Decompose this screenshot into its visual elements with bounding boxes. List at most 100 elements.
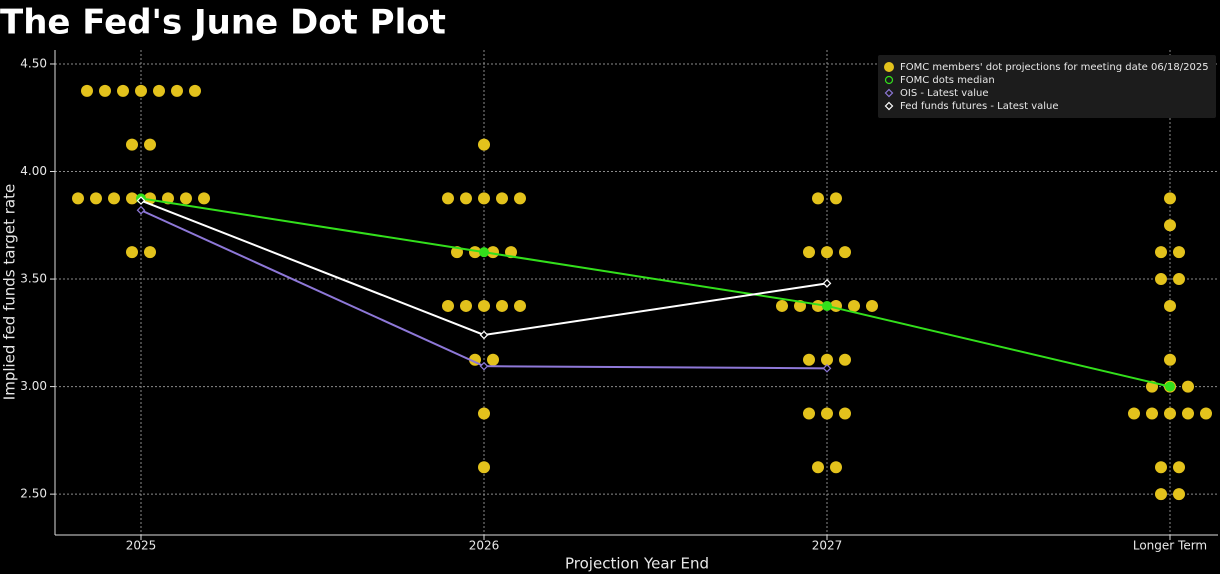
dot — [1164, 192, 1176, 205]
dot — [1200, 407, 1212, 420]
legend-label: FOMC members' dot projections for meetin… — [900, 62, 1209, 73]
legend-icon — [884, 101, 894, 111]
dot — [839, 353, 851, 366]
dot — [812, 192, 824, 205]
y-axis-label: Implied fed funds target rate — [1, 184, 19, 400]
dot — [442, 192, 454, 205]
dot — [1164, 219, 1176, 232]
dot — [830, 461, 842, 474]
dot — [866, 299, 878, 312]
dot — [117, 84, 129, 97]
value-marker — [479, 330, 489, 340]
dot — [460, 192, 472, 205]
dot — [469, 246, 481, 259]
dot — [90, 192, 102, 205]
dot — [1164, 407, 1176, 420]
dot — [460, 299, 472, 312]
dot — [198, 192, 210, 205]
dot — [1173, 246, 1185, 259]
dot — [153, 84, 165, 97]
dot — [821, 407, 833, 420]
dot — [776, 299, 788, 312]
median-marker — [1165, 381, 1175, 392]
dot — [1128, 407, 1140, 420]
value-marker — [822, 279, 832, 288]
dot — [821, 246, 833, 259]
dot — [1155, 246, 1167, 259]
dot — [487, 353, 499, 366]
legend-icon — [884, 75, 894, 85]
dot — [144, 192, 156, 205]
median-marker — [479, 247, 489, 258]
dot — [144, 138, 156, 151]
y-tick-label: 2.50 — [20, 487, 47, 501]
dot — [1173, 273, 1185, 286]
dot — [839, 407, 851, 420]
dot — [478, 299, 490, 312]
dot — [839, 246, 851, 259]
x-axis-label: Projection Year End — [565, 555, 709, 573]
dot — [1164, 353, 1176, 366]
dot — [1173, 461, 1185, 474]
y-tick-label: 3.00 — [20, 379, 47, 393]
dot — [81, 84, 93, 97]
dot — [1164, 299, 1176, 312]
legend-label: OIS - Latest value — [900, 88, 989, 99]
dot — [144, 246, 156, 259]
median-marker — [822, 300, 832, 311]
dot — [180, 192, 192, 205]
dot — [803, 353, 815, 366]
dot — [514, 299, 526, 312]
dot — [478, 407, 490, 420]
value-marker — [822, 363, 832, 373]
dot — [812, 299, 824, 312]
dot — [496, 192, 508, 205]
dot — [1155, 461, 1167, 474]
dot — [478, 138, 490, 151]
dot — [171, 84, 183, 97]
dot — [803, 246, 815, 259]
dot — [821, 353, 833, 366]
value-marker — [136, 205, 146, 215]
y-tick-label: 4.00 — [20, 164, 47, 178]
dot — [1173, 488, 1185, 501]
chart-title: The Fed's June Dot Plot — [0, 3, 446, 43]
legend-icon — [884, 88, 894, 98]
dot — [108, 192, 120, 205]
dot — [487, 246, 499, 259]
dot — [72, 192, 84, 205]
dot — [99, 84, 111, 97]
dot — [1146, 407, 1158, 420]
x-tick-label: 2025 — [126, 539, 157, 553]
dot — [1155, 273, 1167, 286]
value-marker — [136, 196, 146, 205]
dot — [126, 138, 138, 151]
y-tick-label: 4.50 — [20, 56, 47, 70]
dot — [1182, 380, 1194, 393]
legend-box — [878, 55, 1216, 118]
dot — [126, 192, 138, 205]
legend-label: Fed funds futures - Latest value — [900, 101, 1059, 112]
legend-icon — [884, 62, 894, 72]
value-marker — [479, 361, 489, 371]
dot — [126, 246, 138, 259]
dot — [442, 299, 454, 312]
dot — [803, 407, 815, 420]
dot — [1182, 407, 1194, 420]
x-tick-label: Longer Term — [1133, 539, 1207, 553]
dot — [478, 461, 490, 474]
y-tick-label: 3.50 — [20, 272, 47, 286]
series-line — [140, 197, 1171, 388]
dot — [848, 299, 860, 312]
dot — [812, 461, 824, 474]
x-tick-label: 2026 — [469, 539, 500, 553]
dot — [514, 192, 526, 205]
dot — [478, 192, 490, 205]
x-tick-label: 2027 — [812, 539, 843, 553]
dot — [189, 84, 201, 97]
dot — [830, 192, 842, 205]
legend-label: FOMC dots median — [900, 75, 995, 86]
dot — [1155, 488, 1167, 501]
